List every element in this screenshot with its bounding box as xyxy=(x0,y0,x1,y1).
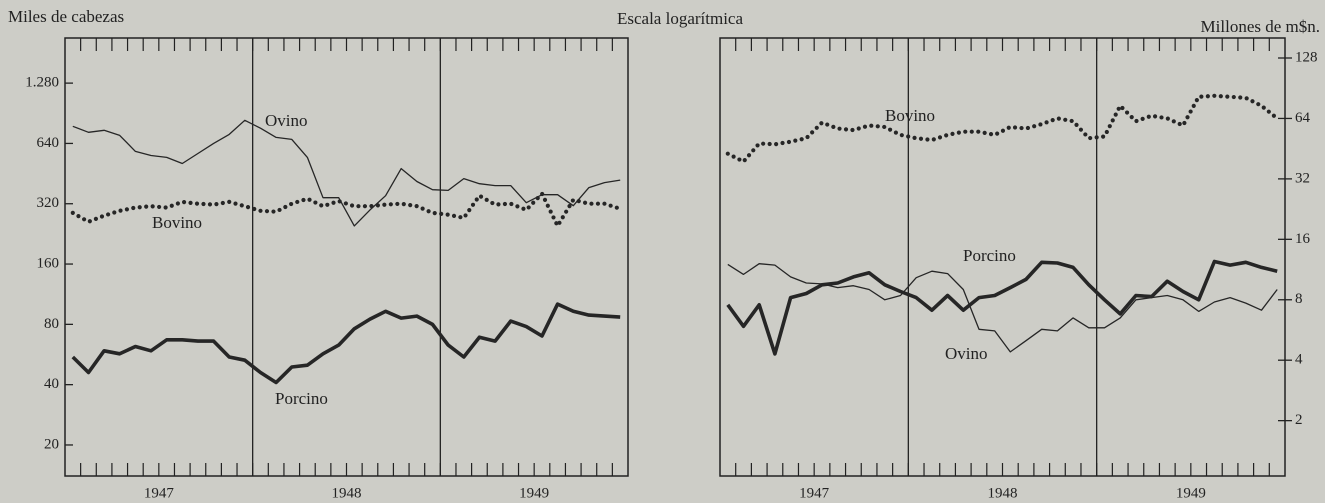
series-label: Ovino xyxy=(265,111,308,130)
y-tick-label: 64 xyxy=(1295,110,1311,126)
series-line xyxy=(726,259,1278,356)
series-line xyxy=(71,302,621,385)
y-tick-label: 16 xyxy=(1295,231,1311,247)
series-label: Porcino xyxy=(963,246,1016,265)
y-tick-label: 4 xyxy=(1295,352,1303,368)
y-tick-label: 8 xyxy=(1295,291,1303,307)
y-tick-label: 128 xyxy=(1295,49,1318,65)
y-tick-label: 160 xyxy=(37,255,60,271)
series-label: Bovino xyxy=(885,106,935,125)
series-line xyxy=(70,191,623,228)
y-tick-label: 640 xyxy=(37,135,60,151)
x-tick-label: 1948 xyxy=(988,485,1018,501)
series-line xyxy=(72,119,621,227)
x-tick-label: 1947 xyxy=(799,485,830,501)
series-label: Bovino xyxy=(152,213,202,232)
series-line xyxy=(725,93,1280,164)
x-tick-label: 1949 xyxy=(519,485,549,501)
y-tick-label: 2 xyxy=(1295,412,1303,428)
series-label: Porcino xyxy=(275,389,328,408)
y-axis-label: Millones de m$n. xyxy=(1201,17,1320,36)
y-tick-label: 80 xyxy=(44,316,59,332)
y-tick-label: 32 xyxy=(1295,170,1310,186)
series-label: Ovino xyxy=(945,344,988,363)
y-tick-label: 320 xyxy=(37,195,60,211)
scale-note: Escala logarítmica xyxy=(617,9,743,28)
y-tick-label: 1.280 xyxy=(25,75,59,91)
x-tick-label: 1947 xyxy=(144,485,175,501)
x-tick-label: 1949 xyxy=(1176,485,1206,501)
y-tick-label: 40 xyxy=(44,376,59,392)
x-tick-label: 1948 xyxy=(332,485,362,501)
series-line xyxy=(727,263,1278,353)
y-axis-label: Miles de cabezas xyxy=(8,7,124,26)
y-tick-label: 20 xyxy=(44,436,59,452)
